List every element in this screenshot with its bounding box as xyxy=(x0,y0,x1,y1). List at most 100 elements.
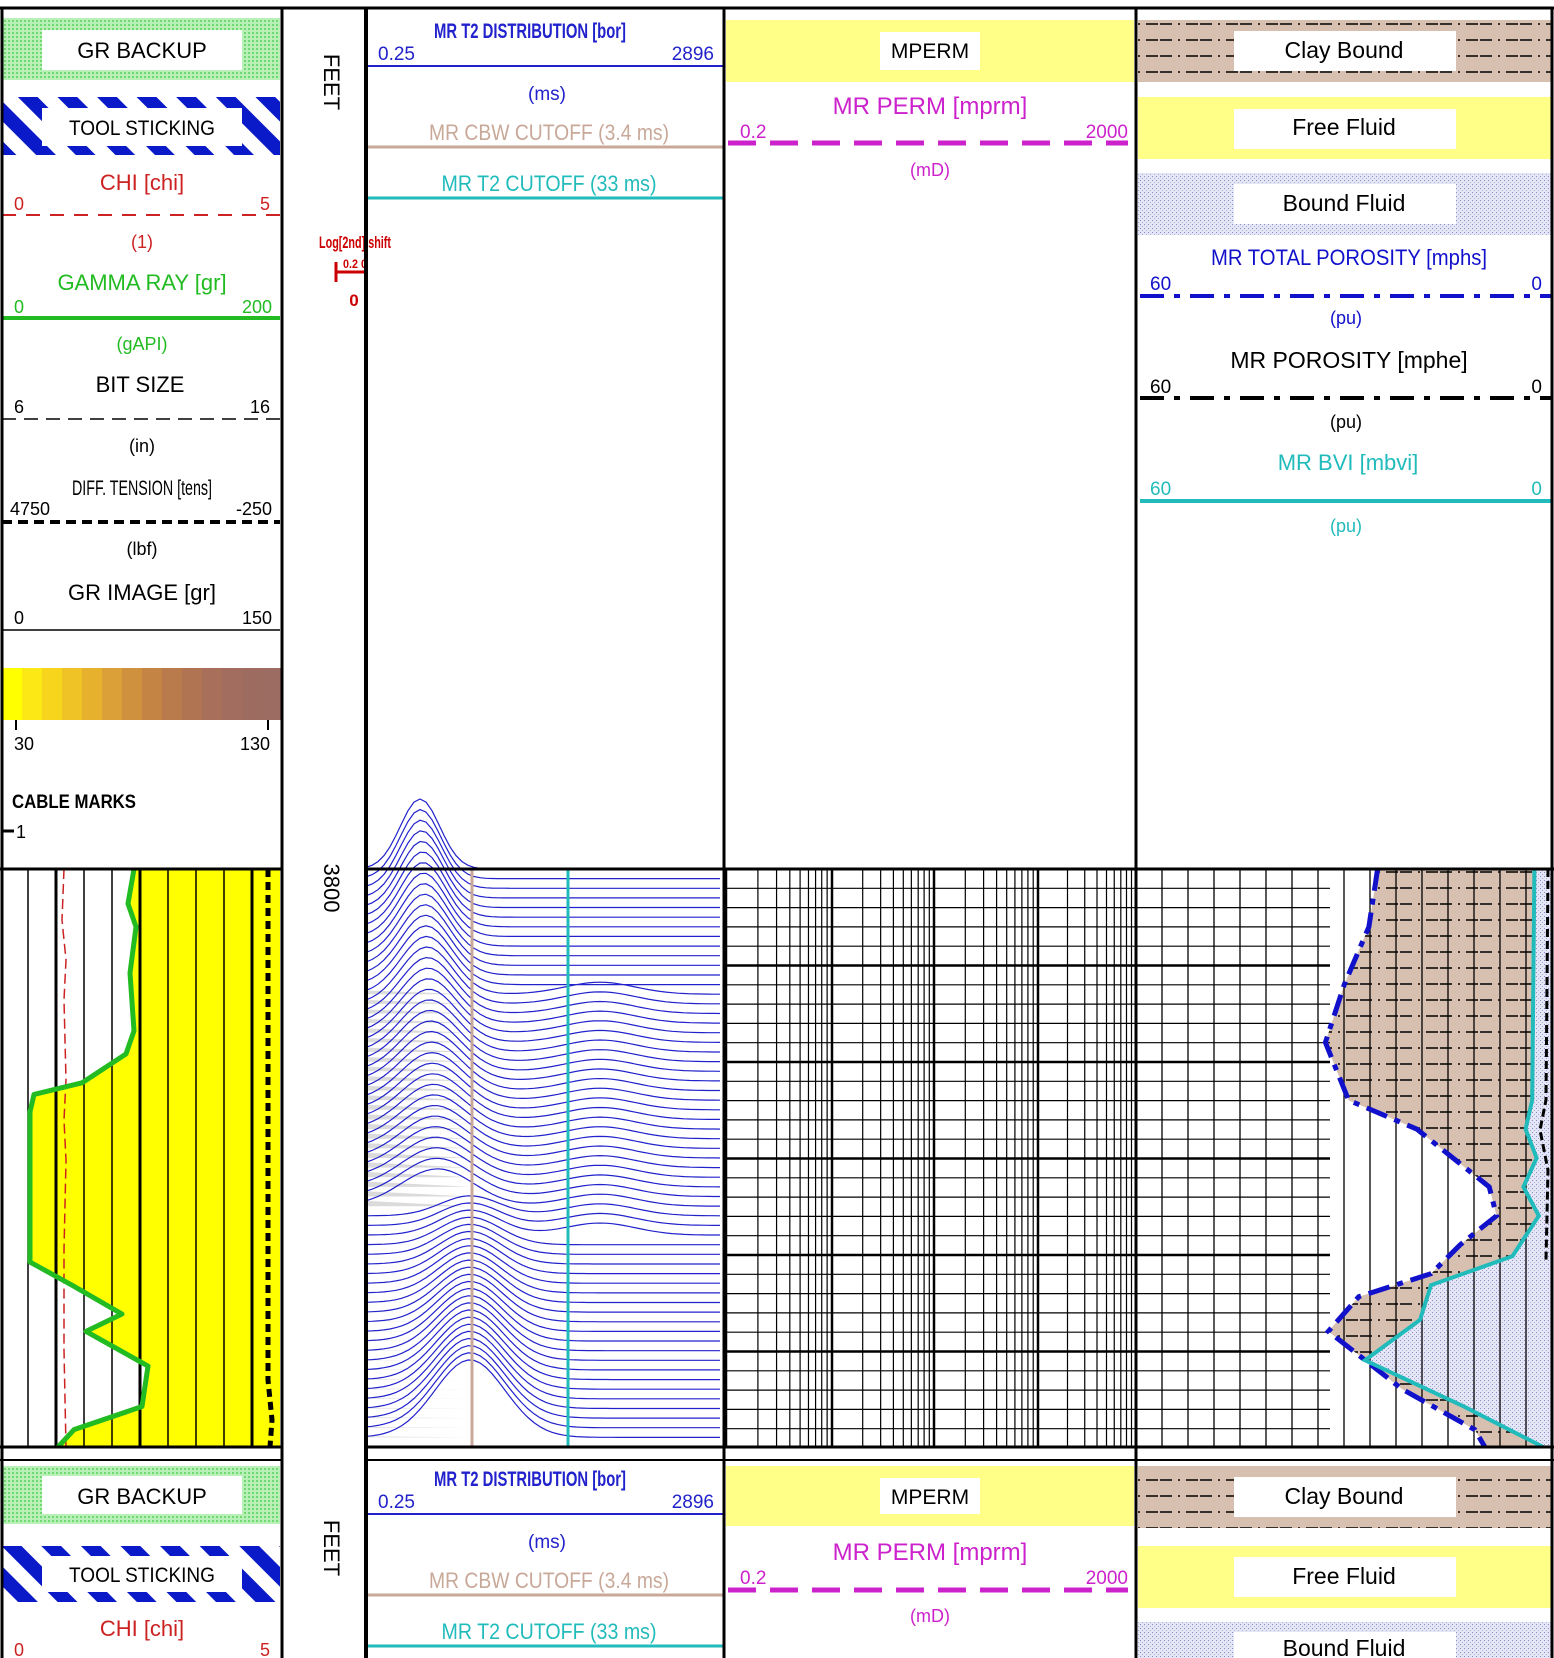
clay-bound-label: Clay Bound xyxy=(1285,37,1404,63)
t2-curve xyxy=(365,883,720,947)
clay-bound-label-bottom: Clay Bound xyxy=(1285,1483,1404,1509)
t2-curve xyxy=(365,1202,720,1226)
total-porosity-unit: (pu) xyxy=(1330,308,1362,328)
t2-cbw-fill xyxy=(366,1133,470,1139)
chi-title: CHI [chi] xyxy=(100,170,184,195)
free-fluid-label-bottom: Free Fluid xyxy=(1292,1563,1396,1589)
chi-unit: (1) xyxy=(131,232,153,252)
gr-image-colorbar-cell xyxy=(182,668,203,720)
t2-curve xyxy=(365,1147,721,1188)
t2-title-bottom: MR T2 DISTRIBUTION [bor] xyxy=(434,1468,626,1491)
t2-curve xyxy=(365,988,721,1043)
t2-distribution xyxy=(365,798,721,1438)
t2-cutoff-title: MR T2 CUTOFF (33 ms) xyxy=(442,171,657,196)
t2-curve xyxy=(365,808,720,880)
gr-backup-label: GR BACKUP xyxy=(77,38,207,63)
gr-image-colorbar-cell xyxy=(22,668,43,720)
gr-backup-label-bg-bottom xyxy=(42,1476,242,1514)
clay-bound-label-bg-bottom xyxy=(1234,1477,1456,1517)
gr-image-colorbar-cell xyxy=(2,668,23,720)
mperm-label-bg xyxy=(880,32,980,70)
gr-image-colorbar-cell xyxy=(202,668,223,720)
t2-curve xyxy=(365,862,720,928)
t2-cbw-fill xyxy=(366,1152,470,1158)
diff-tension-left: 4750 xyxy=(10,499,50,519)
bvi-title: MR BVI [mbvi] xyxy=(1278,450,1419,475)
t2-curve xyxy=(365,1266,720,1313)
t2-curve xyxy=(365,819,720,889)
t2-curve xyxy=(365,1273,720,1323)
bound-fluid-fill xyxy=(1365,869,1552,1447)
diff-tension-curve xyxy=(265,869,275,1448)
perm-right-bottom: 2000 xyxy=(1086,1568,1128,1589)
t2-curve xyxy=(365,1030,720,1082)
gamma-ray-title: GAMMA RAY [gr] xyxy=(57,270,226,295)
t2-curve xyxy=(365,1295,720,1352)
gamma-ray-curve xyxy=(27,868,151,1449)
bvi-right: 0 xyxy=(1531,479,1542,500)
t2-curve xyxy=(365,967,720,1024)
gr-image-right: 150 xyxy=(242,608,272,628)
colorbar-right: 130 xyxy=(240,734,270,754)
perm-unit-bottom: (mD) xyxy=(910,1606,950,1626)
gamma-ray-fill xyxy=(30,869,280,1447)
porosity-right: 0 xyxy=(1531,377,1542,398)
gr-image-title: GR IMAGE [gr] xyxy=(68,580,216,605)
t2-curve xyxy=(365,1323,720,1390)
chi-title-bottom: CHI [chi] xyxy=(100,1616,184,1641)
tool-sticking-label-bg-bottom xyxy=(42,1556,242,1592)
cbw-title-bottom: MR CBW CUTOFF (3.4 ms) xyxy=(429,1568,669,1593)
depth-log-label: Log[2nd] shift xyxy=(319,233,391,252)
t2-curve xyxy=(365,978,720,1034)
t2-cbw-fill xyxy=(366,1181,470,1187)
free-fluid-label-bg xyxy=(1234,109,1456,149)
chi-right: 5 xyxy=(260,194,270,214)
gr-image-left: 0 xyxy=(14,608,24,628)
t2-curve xyxy=(365,925,720,986)
gamma-ray-left: 0 xyxy=(14,297,24,317)
t2-curve xyxy=(365,1316,720,1381)
gr-image-colorbar-cell xyxy=(142,668,163,720)
diff-tension-title: DIFF. TENSION [tens] xyxy=(72,477,212,500)
t2-curve xyxy=(365,1009,720,1063)
t2-cbw-fill xyxy=(366,1426,470,1428)
t2-cutoff-title-bottom: MR T2 CUTOFF (33 ms) xyxy=(442,1619,657,1644)
t2-curve xyxy=(365,946,720,1005)
bound-fluid-label-bottom: Bound Fluid xyxy=(1283,1635,1406,1658)
t2-curve xyxy=(365,1245,720,1284)
total-porosity-left: 60 xyxy=(1150,274,1171,295)
depth-mark-3800: 3800 xyxy=(319,864,344,913)
t2-curve xyxy=(365,1337,720,1410)
mperm-label-bg-bottom xyxy=(880,1478,980,1514)
t2-right-bottom: 2896 xyxy=(672,1492,714,1513)
bound-fluid-label-bg xyxy=(1234,184,1456,224)
t2-cbw-fill xyxy=(366,1162,470,1168)
t2-curve xyxy=(365,893,720,957)
mperm-label-bottom: MPERM xyxy=(891,1486,969,1509)
bit-size-title: BIT SIZE xyxy=(96,372,185,397)
chi-left: 0 xyxy=(14,194,24,214)
t2-curve xyxy=(365,904,720,966)
clay-bound-label-bg xyxy=(1234,31,1456,71)
feet-label-bottom: FEET xyxy=(319,1520,344,1576)
mperm-label: MPERM xyxy=(891,40,969,63)
perm-right: 2000 xyxy=(1086,122,1128,143)
t2-cbw-fill xyxy=(366,1407,470,1409)
perm-left: 0.2 xyxy=(740,122,766,143)
perm-left-bottom: 0.2 xyxy=(740,1568,766,1589)
tool-sticking-label-bg xyxy=(42,108,242,146)
t2-curve xyxy=(365,1073,720,1120)
gamma-ray-unit: (gAPI) xyxy=(116,334,167,354)
gr-image-colorbar-cell xyxy=(122,668,143,720)
t2-cbw-fill xyxy=(366,1171,470,1178)
t2-cbw-fill xyxy=(366,1028,470,1033)
t2-curve xyxy=(365,1126,720,1169)
depth-small-values: 0.2 0 xyxy=(343,257,367,271)
t2-curve xyxy=(365,1309,720,1371)
colorbar-left: 30 xyxy=(14,734,34,754)
tool-sticking-label-bottom: TOOL STICKING xyxy=(69,1564,215,1587)
t2-left-bottom: 0.25 xyxy=(378,1492,415,1513)
t2-curve xyxy=(365,956,721,1015)
porosity-unit: (pu) xyxy=(1330,412,1362,432)
t2-curve xyxy=(365,1223,720,1255)
